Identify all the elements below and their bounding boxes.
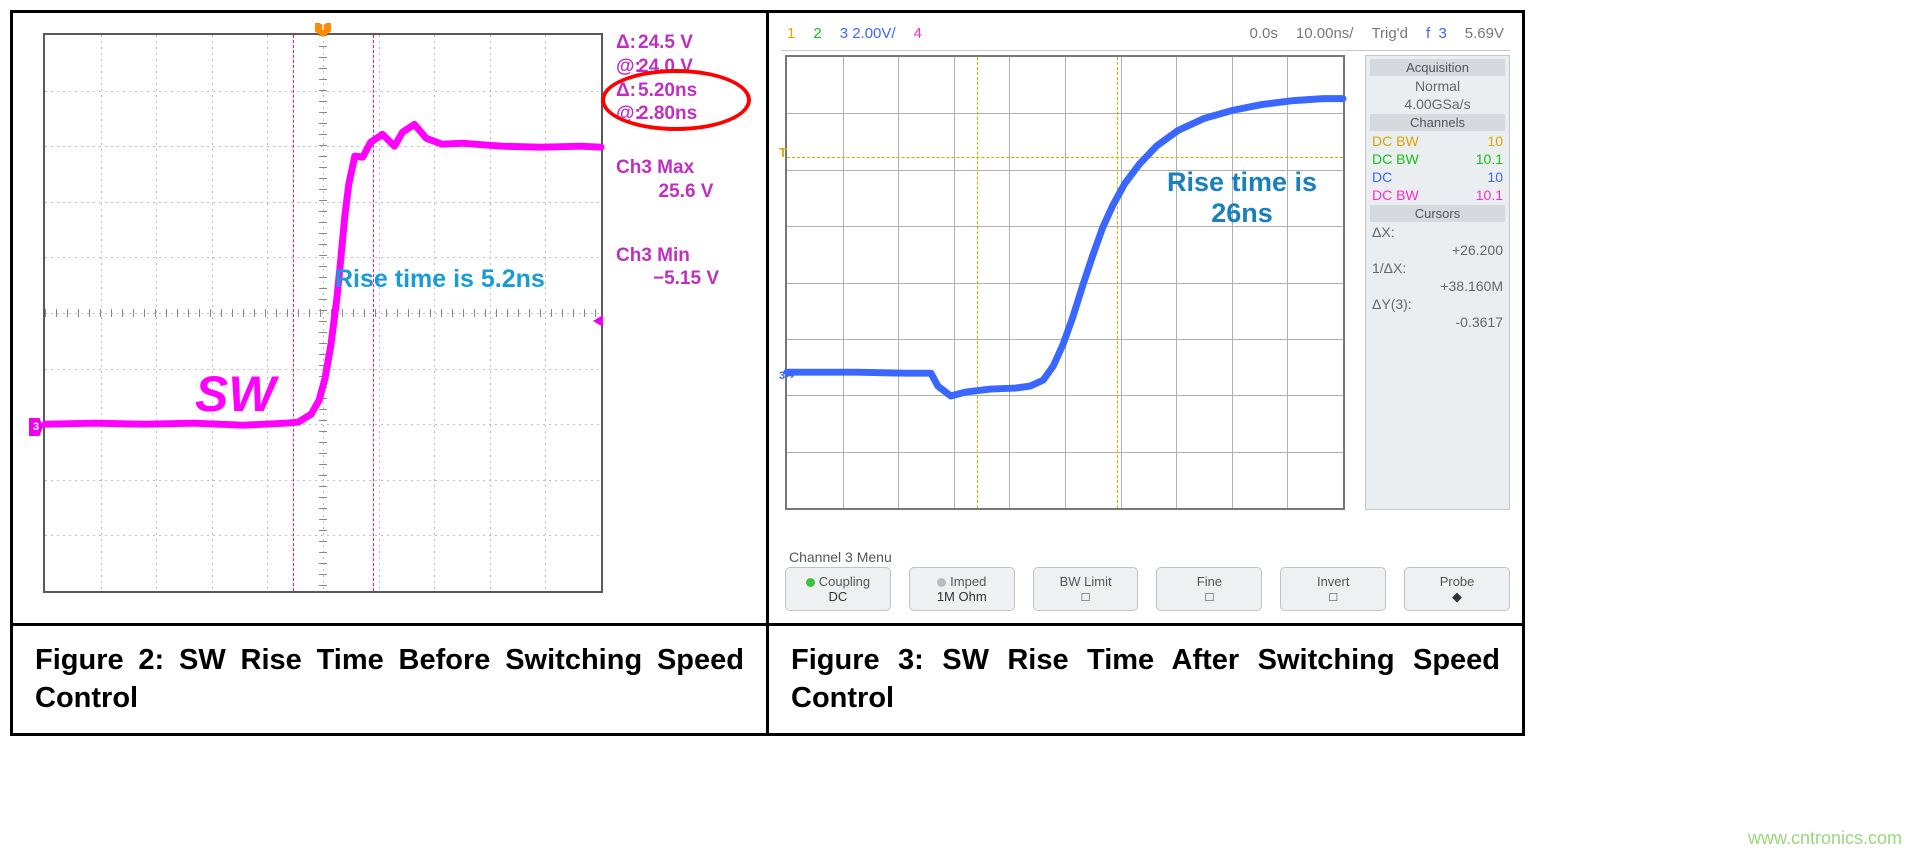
softkey-fine[interactable]: Fine□ — [1156, 567, 1262, 611]
figure2-caption: Figure 2: SW Rise Time Before Switching … — [13, 623, 766, 733]
softkey-bw-limit[interactable]: BW Limit□ — [1033, 567, 1139, 611]
rise-time-annotation: Rise time is26ns — [1167, 167, 1317, 229]
watermark: www.cntronics.com — [1748, 828, 1902, 849]
figure-pair-container: T 3 SW Rise time is 5.2ns Δ:24.5 V @:24.… — [10, 10, 1525, 736]
figure3-panel: 1 2 3 2.00V/ 4 0.0s 10.00ns/ Trig'd f 3 … — [769, 13, 1522, 733]
waveform-ch3 — [787, 57, 1343, 508]
trig-level-marker: T — [779, 145, 787, 160]
figure2-panel: T 3 SW Rise time is 5.2ns Δ:24.5 V @:24.… — [13, 13, 769, 733]
sw-label: SW — [195, 365, 276, 423]
scope2-menu: Channel 3 Menu CouplingDCImped1M OhmBW L… — [785, 547, 1510, 611]
scope2-side-panel: Acquisition Normal 4.00GSa/s Channels DC… — [1365, 55, 1510, 510]
scope1-grid: T 3 SW Rise time is 5.2ns — [43, 33, 603, 593]
figure3-chart: 1 2 3 2.00V/ 4 0.0s 10.00ns/ Trig'd f 3 … — [769, 13, 1522, 623]
softkey-invert[interactable]: Invert□ — [1280, 567, 1386, 611]
softkey-probe[interactable]: Probe◆ — [1404, 567, 1510, 611]
scope2-grid: T 3↣ Rise time is26ns — [785, 55, 1345, 510]
highlight-circle-icon — [601, 69, 751, 131]
figure3-caption: Figure 3: SW Rise Time After Switching S… — [769, 623, 1522, 733]
softkey-coupling[interactable]: CouplingDC — [785, 567, 891, 611]
softkey-imped[interactable]: Imped1M Ohm — [909, 567, 1015, 611]
rise-time-annotation: Rise time is 5.2ns — [335, 265, 545, 294]
figure2-chart: T 3 SW Rise time is 5.2ns Δ:24.5 V @:24.… — [13, 13, 766, 623]
scope2-topbar: 1 2 3 2.00V/ 4 0.0s 10.00ns/ Trig'd f 3 … — [781, 25, 1510, 51]
ch3-gnd-marker: 3 — [29, 418, 43, 436]
waveform-ch3 — [45, 35, 601, 591]
